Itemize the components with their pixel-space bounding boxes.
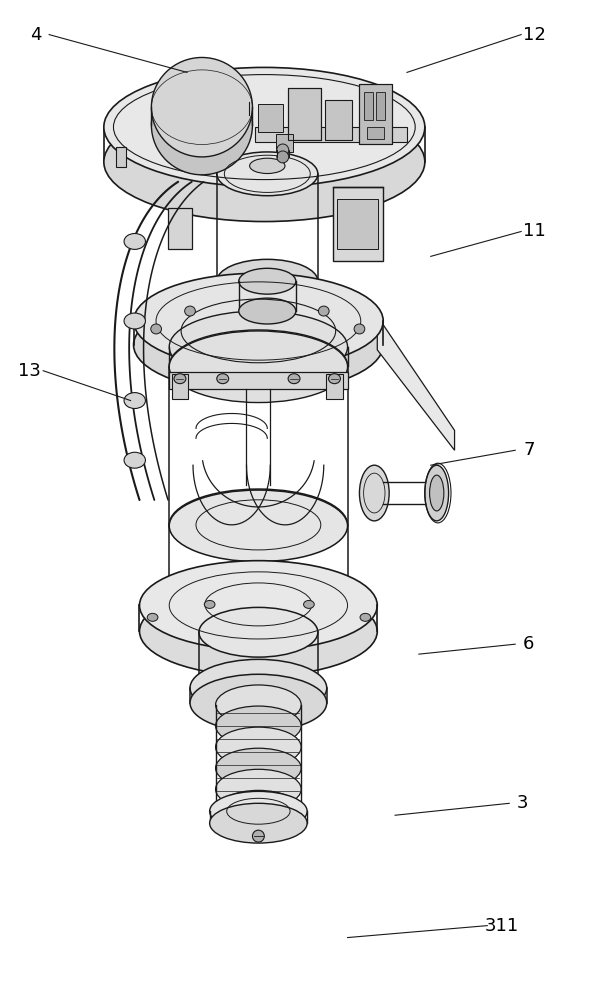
Text: 3: 3 (517, 794, 529, 812)
Ellipse shape (217, 259, 318, 303)
Bar (332, 187, 383, 261)
Ellipse shape (209, 803, 307, 843)
Ellipse shape (360, 613, 371, 621)
Ellipse shape (215, 706, 301, 746)
Text: 12: 12 (523, 26, 546, 44)
Ellipse shape (288, 374, 300, 384)
Ellipse shape (199, 662, 318, 712)
Ellipse shape (169, 331, 347, 403)
Bar (364, 92, 373, 120)
Ellipse shape (217, 152, 318, 196)
Ellipse shape (277, 144, 289, 156)
Ellipse shape (215, 685, 301, 725)
Ellipse shape (239, 268, 296, 294)
Ellipse shape (151, 324, 161, 334)
Ellipse shape (304, 600, 314, 608)
Ellipse shape (169, 490, 347, 562)
Ellipse shape (124, 452, 145, 468)
Ellipse shape (147, 613, 158, 621)
Bar (376, 92, 385, 120)
Bar (276, 134, 293, 152)
Ellipse shape (217, 374, 229, 384)
Ellipse shape (277, 151, 289, 163)
Ellipse shape (185, 306, 196, 316)
Ellipse shape (151, 57, 253, 157)
Text: 13: 13 (18, 362, 41, 380)
Polygon shape (169, 372, 347, 389)
Bar (259, 104, 283, 132)
Bar (168, 208, 192, 249)
Ellipse shape (124, 233, 145, 249)
Text: 6: 6 (523, 635, 535, 653)
Polygon shape (377, 316, 455, 450)
Ellipse shape (354, 324, 365, 334)
Ellipse shape (215, 790, 301, 830)
Ellipse shape (204, 600, 215, 608)
Ellipse shape (104, 102, 425, 222)
Bar (367, 127, 385, 139)
Bar (325, 100, 352, 140)
Bar (337, 199, 379, 249)
Bar (326, 374, 343, 399)
Ellipse shape (134, 297, 383, 393)
Ellipse shape (169, 311, 347, 383)
Ellipse shape (169, 330, 347, 402)
Ellipse shape (359, 465, 389, 521)
Ellipse shape (215, 727, 301, 767)
Ellipse shape (124, 393, 145, 409)
Ellipse shape (139, 587, 377, 676)
Polygon shape (256, 127, 407, 142)
Ellipse shape (169, 569, 347, 640)
Ellipse shape (104, 67, 425, 187)
Bar (359, 84, 392, 144)
Text: 4: 4 (30, 26, 41, 44)
Ellipse shape (209, 791, 307, 831)
Ellipse shape (199, 607, 318, 657)
Ellipse shape (139, 561, 377, 650)
Text: 311: 311 (485, 917, 519, 935)
Ellipse shape (250, 158, 285, 174)
Ellipse shape (134, 273, 383, 369)
Ellipse shape (190, 674, 327, 731)
Ellipse shape (239, 298, 296, 324)
Ellipse shape (329, 374, 340, 384)
Bar (288, 88, 321, 140)
Ellipse shape (430, 475, 444, 511)
Ellipse shape (319, 306, 329, 316)
Ellipse shape (190, 659, 327, 717)
Ellipse shape (425, 465, 449, 521)
Ellipse shape (174, 374, 186, 384)
Bar (116, 147, 127, 167)
Ellipse shape (124, 313, 145, 329)
Bar (288, 88, 321, 140)
Ellipse shape (253, 830, 265, 842)
Ellipse shape (215, 748, 301, 788)
Ellipse shape (151, 75, 253, 175)
Bar (172, 374, 188, 399)
Ellipse shape (169, 489, 347, 561)
Text: 7: 7 (523, 441, 535, 459)
Bar (359, 84, 392, 144)
Text: 11: 11 (523, 223, 546, 240)
Ellipse shape (215, 769, 301, 809)
